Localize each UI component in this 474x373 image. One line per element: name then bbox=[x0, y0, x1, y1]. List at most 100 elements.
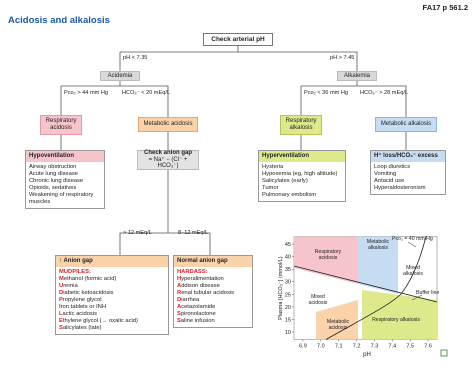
y-tick-label: 20 bbox=[285, 305, 291, 311]
card-title: Hypoventilation bbox=[26, 151, 104, 163]
region-label: Respiratory alkalosis bbox=[372, 317, 420, 323]
resp-alkalosis-node: Respiratory alkalosis bbox=[280, 115, 322, 135]
branch-label: HCO₃⁻ < 20 mEq/L bbox=[122, 90, 170, 96]
x-axis-label: pH bbox=[363, 352, 371, 358]
card-title: Hyperventilation bbox=[259, 151, 345, 163]
y-tick-label: 30 bbox=[285, 280, 291, 286]
leader-line bbox=[411, 294, 423, 301]
list-item: Iron tablets or INH bbox=[59, 303, 107, 310]
branch-label: pH > 7.45 bbox=[330, 55, 355, 61]
branch-label: Pco₂ < 36 mm Hg bbox=[304, 90, 348, 96]
cause-list: Hysteria Hypoxemia (eg, high altitude) Sal… bbox=[259, 162, 345, 201]
card-title: Normal anion gap bbox=[174, 256, 252, 268]
icon bbox=[440, 349, 448, 357]
list-item: Lactic acidosis bbox=[59, 310, 98, 317]
formula: = Na⁺ − (Cl⁻ + HCO₃⁻) bbox=[148, 156, 188, 170]
hypoventilation-card: Hypoventilation Airway obstruction Acute … bbox=[25, 150, 105, 209]
cause-list: Hyperalimentation Addison disease Renal tu… bbox=[174, 276, 252, 327]
branch-label: Pco₂ > 44 mm Hg bbox=[64, 90, 108, 96]
list-item: Diabetic ketoacidosis bbox=[59, 290, 114, 297]
mnemonic: MUDPILES: bbox=[59, 269, 91, 276]
start-node: Check arterial pH bbox=[203, 33, 273, 46]
x-tick-label: 7.0 bbox=[317, 344, 325, 350]
alkalemia-node: Alkalemia bbox=[337, 71, 377, 81]
list-item: Propylene glycol bbox=[59, 297, 102, 303]
connector bbox=[60, 85, 169, 117]
list-item: Saline infusion bbox=[177, 317, 215, 324]
list-item: Salicylates (early) bbox=[262, 178, 308, 185]
y-axis-label: Plasma [HCO₃⁻] (mmol/L) bbox=[277, 256, 284, 320]
branch-label: pH < 7.35 bbox=[123, 55, 148, 61]
region-label: Mixed acidosis bbox=[308, 294, 328, 306]
branch-label: HCO₃⁻ > 28 mEq/L bbox=[360, 90, 408, 96]
list-item: Opioids, sedatives bbox=[29, 185, 77, 192]
y-tick-label: 15 bbox=[285, 317, 291, 323]
buffer-line bbox=[293, 265, 438, 303]
connector bbox=[300, 85, 407, 117]
region-label: Metabolic alkalosis bbox=[366, 239, 390, 251]
isobar-label: Pco₂ = 40 mm Hg bbox=[392, 236, 433, 242]
met-alkalosis-node: Metabolic alkalosis bbox=[375, 117, 437, 132]
y-tick-label: 45 bbox=[285, 242, 291, 248]
inset-chart: 6.9 7.0 7.1 7.2 7.3 7.4 7.5 7.6 10 15 20 25 30 35 40 45 bbox=[285, 236, 448, 357]
y-tick-label: 25 bbox=[285, 292, 291, 298]
branch-label: > 12 mEq/L bbox=[123, 230, 152, 236]
region-label: Metabolic acidosis bbox=[326, 319, 350, 331]
x-tick-label: 7.5 bbox=[406, 344, 414, 350]
connector bbox=[119, 232, 211, 255]
x-tick-label: 6.9 bbox=[299, 344, 307, 350]
x-tick-label: 7.3 bbox=[371, 344, 379, 350]
list-item: Vomiting bbox=[374, 171, 397, 178]
list-item: Hyperalimentation bbox=[177, 276, 224, 283]
list-item: Loop diuretics bbox=[374, 164, 411, 171]
card-title: H⁺ loss/HCO₃⁻ excess bbox=[371, 151, 445, 163]
list-item: Spironolactone bbox=[177, 310, 216, 317]
branch-label: 8–12 mEq/L bbox=[178, 230, 209, 236]
list-item: Hypoxemia (eg, high altitude) bbox=[262, 171, 338, 178]
list-item: Addison disease bbox=[177, 283, 220, 290]
list-item: Salicylates (late) bbox=[59, 324, 102, 331]
anion-gap-card: ↑ Anion gap MUDPILES: Methanol (formic a… bbox=[55, 255, 169, 335]
cause-list: Methanol (formic acid) Uremia Diabetic ket… bbox=[56, 276, 168, 334]
list-item: Renal tubular acidosis bbox=[177, 290, 235, 297]
buffer-label: Buffer line bbox=[416, 290, 440, 296]
list-item: Weakening of respiratory muscles bbox=[29, 192, 94, 205]
list-item: Ethylene glycol (→ oxalic acid) bbox=[59, 317, 138, 324]
leader-line bbox=[407, 241, 417, 248]
list-item: Pulmonary embolism bbox=[262, 192, 317, 198]
list-item: Hysteria bbox=[262, 164, 284, 171]
node-title: Check anion gap bbox=[143, 149, 192, 156]
met-acidosis-node: Metabolic acidosis bbox=[138, 117, 198, 132]
y-tick-label: 35 bbox=[285, 267, 291, 273]
x-tick-label: 7.1 bbox=[335, 344, 343, 350]
mnemonic: HARDASS: bbox=[177, 269, 208, 276]
cause-list: Loop diuretics Vomiting Antacid use Hyperal… bbox=[371, 162, 445, 194]
card-title: ↑ Anion gap bbox=[56, 256, 168, 268]
region-resp-acidosis bbox=[294, 236, 358, 284]
list-item: Methanol (formic acid) bbox=[59, 276, 117, 283]
list-item: Hyperaldosteronism bbox=[374, 185, 426, 192]
region-label: Mixed alkalosis bbox=[403, 265, 423, 277]
list-item: Airway obstruction bbox=[29, 164, 77, 171]
y-tick-label: 10 bbox=[285, 330, 291, 336]
list-item: Acute lung disease bbox=[29, 171, 78, 178]
x-tick-label: 7.2 bbox=[353, 344, 361, 350]
normal-gap-card: Normal anion gap HARDASS: Hyperalimentat… bbox=[173, 255, 253, 328]
flow-lines bbox=[60, 46, 407, 255]
isobar-line bbox=[325, 236, 427, 340]
x-tick-label: 7.6 bbox=[424, 344, 432, 350]
page-ref: FA17 p 561.2 bbox=[422, 3, 468, 12]
connector bbox=[119, 51, 358, 72]
anion-gap-check: Check anion gap = Na⁺ − (Cl⁻ + HCO₃⁻) bbox=[137, 150, 199, 170]
y-tick-label: 40 bbox=[285, 255, 291, 261]
acidemia-node: Acidemia bbox=[100, 71, 140, 81]
cause-list: Airway obstruction Acute lung disease Chro… bbox=[26, 162, 104, 208]
h-loss-card: H⁺ loss/HCO₃⁻ excess Loop diuretics Vomit… bbox=[370, 150, 446, 195]
list-item: Tumor bbox=[262, 185, 279, 192]
list-item: Diarrhea bbox=[177, 297, 200, 303]
region-met-acidosis bbox=[316, 300, 358, 340]
title: Acidosis and alkalosis bbox=[8, 15, 110, 26]
list-item: Antacid use bbox=[374, 178, 405, 185]
